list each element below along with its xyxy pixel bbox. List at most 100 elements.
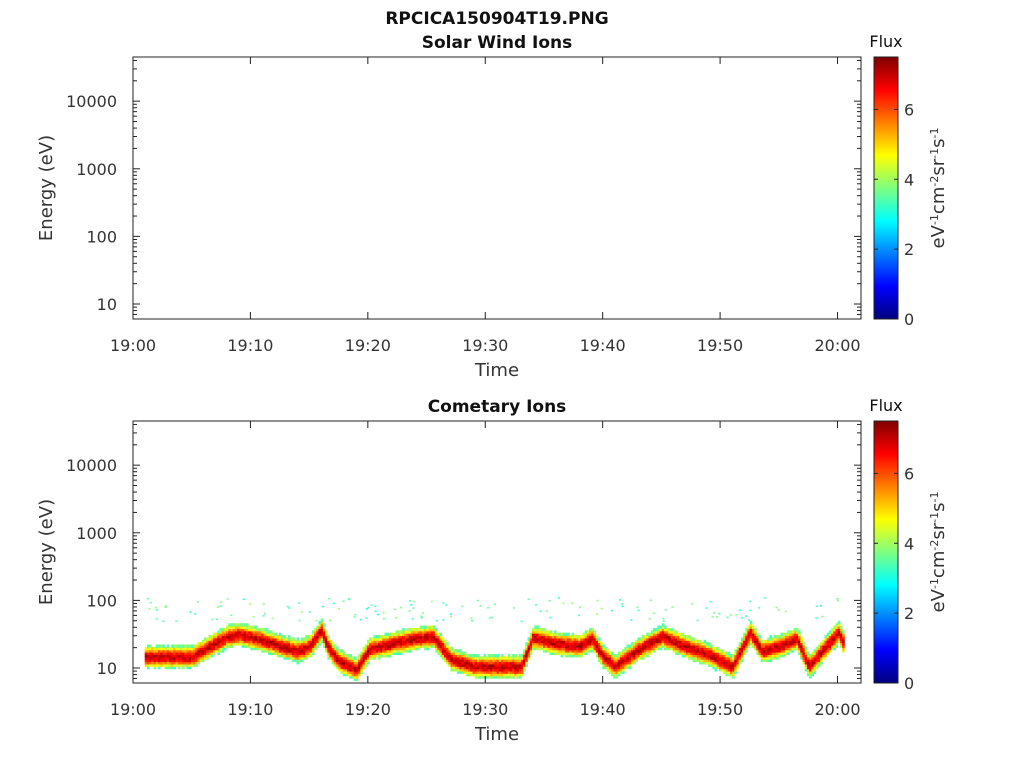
panel2-spectrogram-cell	[668, 635, 671, 639]
panel2-spectrogram-cell	[241, 630, 245, 634]
panel2-spectrogram-cell	[657, 627, 660, 632]
panel2-spectrogram-cell	[516, 672, 520, 677]
panel2-spectrogram-cell	[197, 656, 201, 660]
panel2-spectrogram-cell	[384, 639, 388, 644]
panel2-spectrogram-cell	[765, 646, 768, 651]
panel2-spectrogram-cell	[188, 644, 192, 648]
panel2-spectrogram-cell	[309, 637, 313, 641]
panel2-spectrogram-cell	[606, 656, 610, 660]
panel2-spectrogram-cell	[177, 661, 181, 665]
panel2-spectrogram-cell	[650, 632, 654, 637]
panel2-spectrogram-cell	[661, 625, 665, 629]
panel2-spectrogram-cell	[281, 649, 284, 653]
panel2-spectrogram-cell	[597, 656, 601, 660]
panel2-spectrogram-cell	[375, 651, 379, 656]
panel2-spectrogram-cell	[472, 672, 476, 677]
panel2-spectrogram-cell	[360, 663, 363, 667]
panel2-spectrogram-cell	[641, 639, 645, 644]
panel2-spectrogram-cell	[441, 639, 445, 644]
panel2-spectrogram-cell	[245, 644, 249, 648]
panel2-spectrogram-cell	[153, 646, 157, 651]
panel2-spectrogram-cell	[679, 632, 682, 637]
panel2-spectrogram-cell	[542, 642, 546, 646]
panel2-spectrogram-cell	[322, 639, 326, 644]
panel2-scatter-point	[189, 611, 192, 613]
panel2-spectrogram-cell	[531, 630, 535, 634]
panel2-spectrogram-cell	[421, 639, 425, 644]
panel2-spectrogram-cell	[331, 644, 335, 648]
panel2-spectrogram-cell	[659, 630, 663, 634]
panel2-spectrogram-cell	[685, 639, 689, 644]
panel2-spectrogram-cell	[787, 630, 790, 634]
panel2-spectrogram-cell	[650, 646, 654, 651]
panel2-spectrogram-cell	[685, 649, 689, 653]
panel2-spectrogram-cell	[463, 658, 467, 663]
panel2-spectrogram-cell	[487, 668, 491, 672]
panel2-scatter-point	[332, 602, 335, 605]
panel2-spectrogram-cell	[714, 656, 718, 660]
panel2-spectrogram-cell	[283, 637, 286, 641]
panel2-spectrogram-cell	[782, 649, 786, 653]
panel2-spectrogram-cell	[525, 656, 528, 660]
panel2-scatter-point	[477, 599, 480, 602]
panel2-spectrogram-cell	[452, 656, 456, 660]
panel2-spectrogram-cell	[624, 646, 627, 651]
panel2-spectrogram-cell	[171, 663, 174, 667]
panel2-spectrogram-cell	[454, 653, 458, 658]
panel2-spectrogram-cell	[369, 651, 372, 656]
panel2-spectrogram-cell	[529, 649, 533, 653]
panel2-spectrogram-cell	[738, 646, 742, 651]
panel2-spectrogram-cell	[560, 632, 564, 637]
panel2-spectrogram-cell	[567, 632, 570, 637]
panel2-spectrogram-cell	[457, 651, 460, 656]
panel2-spectrogram-cell	[635, 642, 638, 646]
panel2-spectrogram-cell	[153, 656, 157, 660]
panel2-spectrogram-cell	[652, 646, 656, 651]
panel2-spectrogram-cell	[518, 670, 522, 674]
panel2-spectrogram-cell	[721, 656, 724, 660]
panel2-spectrogram-cell	[496, 672, 500, 677]
panel2-spectrogram-cell	[749, 642, 753, 646]
panel2-spectrogram-cell	[580, 639, 583, 644]
panel2-spectrogram-cell	[195, 651, 198, 656]
panel2-spectrogram-cell	[712, 646, 715, 651]
panel2-spectrogram-cell	[734, 658, 737, 663]
panel2-spectrogram-cell	[679, 644, 682, 648]
panel2-spectrogram-cell	[287, 644, 291, 648]
panel2-spectrogram-cell	[278, 646, 282, 651]
panel2-spectrogram-cell	[470, 672, 473, 677]
panel2-spectrogram-cell	[476, 668, 480, 672]
panel2-spectrogram-cell	[188, 649, 192, 653]
panel2-spectrogram-cell	[351, 661, 355, 665]
panel2-spectrogram-cell	[406, 642, 410, 646]
panel2-spectrogram-cell	[809, 672, 812, 677]
panel2-spectrogram-cell	[745, 632, 748, 637]
panel2-spectrogram-cell	[714, 651, 718, 656]
panel2-spectrogram-cell	[254, 646, 258, 651]
panel2-spectrogram-cell	[342, 672, 346, 677]
panel2-spectrogram-cell	[670, 642, 674, 646]
panel2-spectrogram-cell	[692, 642, 696, 646]
panel2-spectrogram-cell	[314, 639, 317, 644]
panel2-spectrogram-cell	[505, 656, 509, 660]
panel2-spectrogram-cell	[538, 644, 542, 648]
panel2-spectrogram-cell	[815, 658, 819, 663]
panel2-spectrogram-cell	[171, 644, 174, 648]
panel2-spectrogram-cell	[358, 665, 361, 670]
panel2-spectrogram-cell	[435, 639, 438, 644]
panel2-spectrogram-cell	[553, 639, 557, 644]
panel2-spectrogram-cell	[839, 635, 843, 639]
panel2-spectrogram-cell	[333, 653, 337, 658]
panel2-spectrogram-cell	[448, 661, 451, 665]
panel2-spectrogram-cell	[204, 637, 207, 641]
panel2-spectrogram-cell	[736, 665, 740, 670]
panel2-spectrogram-cell	[611, 668, 614, 672]
panel2-spectrogram-cell	[655, 630, 658, 634]
panel2-spectrogram-cell	[428, 627, 432, 632]
panel2-spectrogram-cell	[188, 651, 192, 656]
panel2-spectrogram-cell	[635, 656, 638, 660]
panel2-spectrogram-cell	[756, 635, 759, 639]
panel2-spectrogram-cell	[415, 637, 418, 641]
